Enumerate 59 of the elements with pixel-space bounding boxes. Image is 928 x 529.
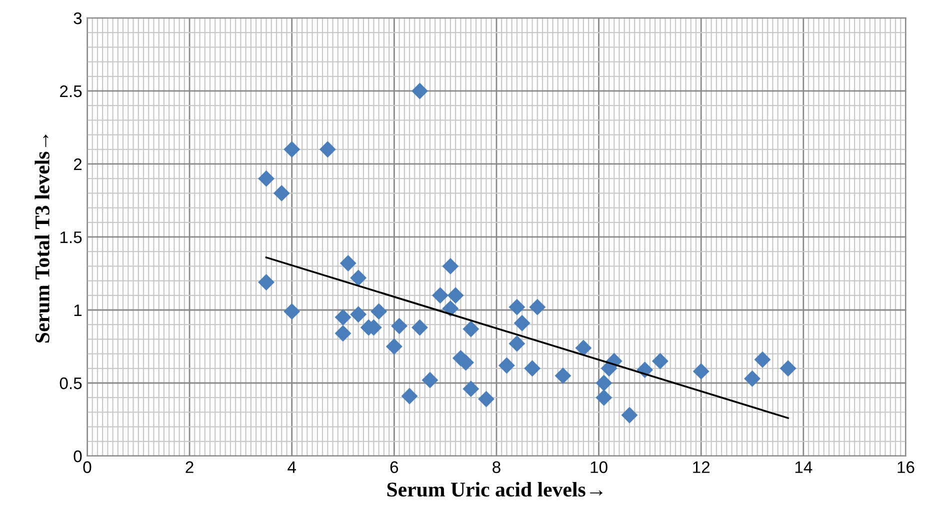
point — [422, 372, 438, 388]
x-tick-label: 10 — [590, 461, 608, 474]
point — [412, 82, 428, 100]
y-axis-title: Serum Total T3 levels→ — [34, 134, 50, 342]
x-tick-label: 12 — [693, 461, 710, 473]
x-tick-label: 8 — [492, 461, 500, 474]
point — [442, 300, 459, 317]
y-tick-label: 1.5 — [60, 232, 82, 244]
y-tick-label: 2 — [74, 158, 82, 170]
point — [462, 380, 480, 398]
point — [754, 351, 771, 368]
point — [508, 335, 526, 352]
point — [652, 352, 668, 370]
x-tick-label: 4 — [288, 461, 296, 473]
point — [596, 374, 612, 392]
point — [529, 298, 546, 316]
y-tick-label: 3 — [74, 12, 82, 24]
point — [692, 363, 710, 380]
point — [575, 340, 592, 356]
point — [370, 303, 388, 320]
point — [391, 318, 408, 334]
point — [524, 360, 541, 377]
point — [498, 357, 515, 374]
point — [462, 320, 480, 338]
x-tick-label: 2 — [186, 461, 194, 473]
x-tick-label: 16 — [898, 461, 914, 474]
point — [284, 303, 300, 320]
point — [334, 325, 352, 342]
point — [447, 287, 464, 304]
point — [621, 406, 638, 424]
point — [412, 319, 428, 336]
point — [273, 184, 290, 202]
point — [350, 270, 367, 286]
y-tick-label: 0 — [74, 450, 82, 462]
point — [401, 388, 418, 404]
point — [258, 274, 274, 290]
x-tick-label: 0 — [83, 461, 92, 474]
point — [442, 258, 459, 274]
point — [340, 255, 356, 272]
point — [386, 338, 402, 355]
point — [744, 370, 760, 387]
x-axis-title: Serum Uric acid levels→ — [387, 482, 602, 497]
point — [284, 141, 300, 158]
y-tick-label: 2.5 — [60, 85, 82, 98]
point — [334, 309, 352, 326]
point — [258, 170, 274, 187]
point — [508, 298, 526, 316]
point — [350, 306, 367, 323]
point — [432, 287, 448, 304]
point — [596, 389, 612, 406]
point — [478, 390, 494, 408]
y-tick-label: 0.5 — [60, 377, 82, 390]
point — [514, 314, 530, 332]
point — [319, 141, 336, 158]
x-tick-label: 14 — [795, 461, 812, 473]
point — [554, 367, 572, 384]
point — [780, 360, 796, 377]
x-tick-label: 6 — [390, 461, 398, 474]
y-tick-label: 1 — [74, 304, 82, 316]
